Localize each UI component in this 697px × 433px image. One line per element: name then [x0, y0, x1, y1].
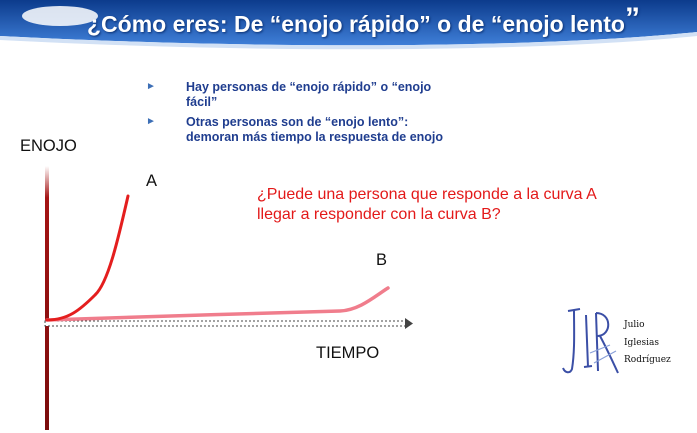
series-a-label: A: [146, 172, 158, 190]
logo-name-line: Julio: [624, 320, 645, 330]
title-banner: [0, 0, 697, 50]
bullet-text: Hay personas de “enojo rápido” o “enojo …: [186, 80, 432, 109]
title-text: ¿Cómo eres: De “enojo rápido” o de “enoj…: [87, 11, 625, 37]
series-a-line: [45, 194, 130, 322]
series-b-label: B: [376, 251, 388, 269]
logo-name-line: Iglesias: [624, 338, 660, 348]
series-b-line: [45, 286, 390, 322]
jir-monogram-logo: [562, 308, 619, 374]
bullet-text: Otras personas son de “enojo lento”: dem…: [186, 115, 444, 144]
question-text: ¿Puede una persona que responde a la cur…: [257, 186, 596, 223]
title-closing-quote: ”: [624, 2, 640, 35]
bullet-item: ► Hay personas de “enojo rápido” o “enoj…: [146, 80, 446, 110]
x-axis: [44, 320, 408, 327]
y-axis: [45, 166, 49, 430]
arrow-bullet-icon: ►: [146, 116, 156, 127]
slide-title: ¿Cómo eres: De “enojo rápido” o de “enoj…: [87, 2, 640, 40]
x-axis-arrowhead: [405, 318, 413, 329]
logo-name-line: Rodríguez: [624, 355, 671, 365]
bullet-item: ► Otras personas son de “enojo lento”: d…: [146, 115, 446, 145]
bullet-list: ► Hay personas de “enojo rápido” o “enoj…: [146, 80, 446, 150]
y-axis-label: ENOJO: [20, 137, 77, 155]
arrow-bullet-icon: ►: [146, 81, 156, 92]
x-axis-label: TIEMPO: [316, 344, 380, 362]
